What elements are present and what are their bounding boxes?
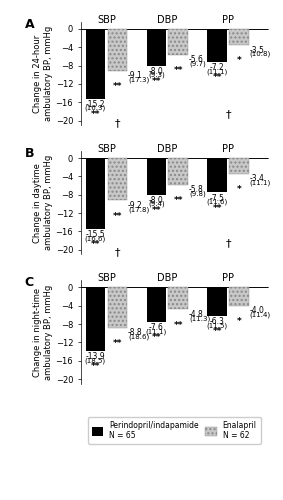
- Text: -9.1: -9.1: [128, 72, 143, 80]
- Text: (10.8): (10.8): [250, 50, 271, 57]
- Text: -7.2: -7.2: [210, 63, 225, 72]
- Text: (17.8): (17.8): [128, 206, 149, 212]
- Text: -3.4: -3.4: [250, 174, 265, 184]
- Y-axis label: Change in 24-hour
ambulatory BP, mmHg: Change in 24-hour ambulatory BP, mmHg: [33, 26, 53, 121]
- Text: **: **: [152, 206, 161, 215]
- Bar: [86, 29, 105, 98]
- Text: -7.5: -7.5: [210, 194, 225, 202]
- Text: **: **: [113, 339, 122, 348]
- Text: **: **: [152, 334, 161, 342]
- Text: **: **: [173, 66, 183, 75]
- Y-axis label: Change in night-time
ambulatory BP, mmHg: Change in night-time ambulatory BP, mmHg: [33, 284, 53, 380]
- Text: -5.8: -5.8: [189, 186, 204, 194]
- Text: †: †: [226, 238, 231, 248]
- Text: †: †: [115, 248, 120, 258]
- Bar: [168, 29, 188, 54]
- Text: -8.0: -8.0: [149, 66, 164, 76]
- Text: (9.7): (9.7): [189, 60, 206, 67]
- Text: **: **: [173, 196, 183, 205]
- Text: -5.6: -5.6: [189, 55, 204, 64]
- Text: (11.1): (11.1): [250, 180, 271, 186]
- Text: (11.4): (11.4): [250, 312, 271, 318]
- Text: (11.6): (11.6): [207, 198, 228, 205]
- Text: **: **: [91, 240, 100, 250]
- Text: **: **: [213, 73, 222, 82]
- Bar: [108, 158, 127, 200]
- Text: PP: PP: [222, 273, 234, 283]
- Bar: [207, 288, 227, 316]
- Text: (11.1): (11.1): [146, 328, 167, 335]
- Text: (9.4): (9.4): [148, 201, 165, 207]
- Text: **: **: [91, 110, 100, 119]
- Bar: [147, 29, 166, 66]
- Text: **: **: [113, 82, 122, 91]
- Bar: [168, 288, 188, 310]
- Text: -13.9: -13.9: [85, 352, 105, 361]
- Text: -15.2: -15.2: [86, 100, 105, 108]
- Text: -4.8: -4.8: [189, 310, 204, 319]
- Text: (11.1): (11.1): [207, 68, 228, 74]
- Text: -7.6: -7.6: [149, 324, 164, 332]
- Text: **: **: [213, 328, 222, 336]
- Text: PP: PP: [222, 144, 234, 154]
- Text: (9.3): (9.3): [148, 72, 165, 78]
- Bar: [86, 288, 105, 351]
- Bar: [108, 29, 127, 70]
- Text: (16.6): (16.6): [85, 236, 106, 242]
- Bar: [230, 158, 249, 174]
- Bar: [207, 29, 227, 62]
- Text: †: †: [115, 118, 120, 128]
- Bar: [207, 158, 227, 192]
- Text: B: B: [25, 147, 34, 160]
- Y-axis label: Change in daytime
ambulatory BP, mmHg: Change in daytime ambulatory BP, mmHg: [33, 155, 53, 250]
- Text: -3.5: -3.5: [250, 46, 265, 54]
- Text: †: †: [226, 109, 231, 119]
- Bar: [86, 158, 105, 229]
- Text: DBP: DBP: [157, 273, 177, 283]
- Text: **: **: [213, 204, 222, 212]
- Text: **: **: [91, 362, 100, 372]
- Text: A: A: [25, 18, 34, 31]
- Bar: [147, 158, 166, 195]
- Text: SBP: SBP: [97, 144, 116, 154]
- Text: DBP: DBP: [157, 14, 177, 24]
- Bar: [147, 288, 166, 322]
- Text: *: *: [237, 185, 241, 194]
- Text: **: **: [113, 212, 122, 220]
- Text: SBP: SBP: [97, 273, 116, 283]
- Text: -6.3: -6.3: [210, 318, 225, 326]
- Bar: [230, 29, 249, 45]
- Text: **: **: [152, 77, 161, 86]
- Text: DBP: DBP: [157, 144, 177, 154]
- Text: (18.5): (18.5): [85, 358, 106, 364]
- Text: -15.5: -15.5: [85, 230, 105, 239]
- Text: **: **: [173, 320, 183, 330]
- Text: *: *: [237, 56, 241, 65]
- Text: (17.3): (17.3): [128, 76, 149, 83]
- Text: C: C: [25, 276, 34, 289]
- Bar: [168, 158, 188, 184]
- Text: *: *: [237, 317, 241, 326]
- Text: PP: PP: [222, 14, 234, 24]
- Text: (11.5): (11.5): [207, 322, 228, 329]
- Bar: [108, 288, 127, 328]
- Text: -8.0: -8.0: [149, 196, 164, 205]
- Text: (11.3): (11.3): [189, 315, 210, 322]
- Text: -9.2: -9.2: [128, 201, 143, 210]
- Text: (9.8): (9.8): [189, 190, 206, 197]
- Text: -8.8: -8.8: [128, 328, 143, 338]
- Text: -4.0: -4.0: [250, 306, 265, 316]
- Text: (18.6): (18.6): [128, 334, 149, 340]
- Legend: Perindopril/indapamide
N = 65, Enalapril
N = 62: Perindopril/indapamide N = 65, Enalapril…: [88, 416, 261, 444]
- Text: SBP: SBP: [97, 14, 116, 24]
- Bar: [230, 288, 249, 306]
- Text: (16.3): (16.3): [85, 104, 106, 111]
